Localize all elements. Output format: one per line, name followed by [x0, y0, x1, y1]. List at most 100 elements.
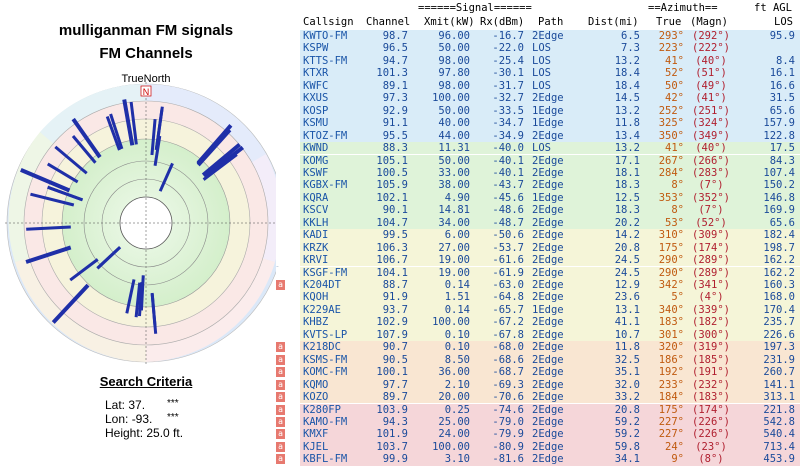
- table-row[interactable]: a K280FP 103.9 0.25 -74.6 2Edge 20.8 175° (174°)…: [276, 403, 800, 416]
- row-channel: 101.9: [376, 428, 408, 441]
- row-azimuth-magn: (324°): [692, 117, 730, 130]
- row-rx: -70.6: [492, 391, 524, 404]
- row-tag[interactable]: a: [276, 379, 285, 390]
- left-panel: mulliganman FM signals FM Channels TrueN…: [0, 0, 292, 447]
- table-row[interactable]: KSGF-FM 104.1 19.00 -61.9 2Edge 24.5 290° (289°…: [276, 266, 800, 279]
- table-row[interactable]: KQRA 102.1 4.90 -45.6 1Edge 12.5 353° (352°) 146…: [276, 191, 800, 205]
- table-row[interactable]: a KAMO-FM 94.3 25.00 -79.0 2Edge 59.2 227° (226°…: [276, 415, 800, 429]
- row-los: 8.4: [776, 54, 795, 67]
- table-row[interactable]: KRZK 106.3 27.00 -53.7 2Edge 20.8 175° (174°) 19…: [276, 241, 800, 255]
- table-row[interactable]: K229AE 93.7 0.14 -65.7 1Edge 13.1 340° (339°) 17…: [276, 303, 800, 317]
- table-row[interactable]: KTXR 101.3 97.80 -30.1 LOS 18.4 52° (51°) 16.1: [276, 67, 800, 80]
- row-channel: 100.1: [376, 366, 408, 379]
- row-callsign: KXUS: [303, 92, 329, 105]
- table-row[interactable]: KWND 88.3 11.31 -40.0 LOS 13.2 41° (40°) 17.5: [276, 142, 800, 155]
- table-row[interactable]: KRVI 106.7 19.00 -61.6 2Edge 24.5 290° (289°) 16…: [276, 254, 800, 267]
- table-row[interactable]: a KSMS-FM 90.5 8.50 -68.6 2Edge 32.5 186° (185°)…: [276, 353, 800, 367]
- row-los: 540.4: [763, 428, 795, 441]
- row-callsign: KKLH: [303, 216, 329, 229]
- table-row[interactable]: KWFC 89.1 98.00 -31.7 LOS 18.4 50° (49°) 16.6: [276, 79, 800, 93]
- table-row[interactable]: KADI 99.5 6.00 -50.6 2Edge 14.2 310° (309°) 182.…: [276, 229, 800, 242]
- row-tag[interactable]: a: [276, 429, 285, 440]
- table-row[interactable]: KKLH 104.7 34.00 -48.7 2Edge 20.2 53° (52°) 65.6: [276, 216, 800, 230]
- row-channel: 97.3: [382, 92, 408, 105]
- row-callsign: KRZK: [303, 241, 329, 254]
- table-row[interactable]: KVTS-LP 107.9 0.10 -67.8 2Edge 10.7 301° (300°)…: [276, 328, 800, 342]
- row-tag[interactable]: a: [276, 454, 285, 465]
- row-tag[interactable]: a: [276, 342, 285, 353]
- row-azimuth-magn: (292°): [692, 30, 730, 42]
- row-los: 182.4: [763, 229, 795, 242]
- row-rx: -50.6: [492, 229, 524, 242]
- signal-table: ======Signal====== ==Azimuth== ft AGL Ca…: [276, 0, 800, 466]
- row-los: 16.6: [769, 79, 795, 92]
- row-channel: 94.3: [382, 415, 408, 428]
- row-tag[interactable]: a: [276, 416, 285, 427]
- row-azimuth-magn: (341°): [692, 279, 730, 291]
- row-los: 168.0: [763, 291, 795, 304]
- table-row[interactable]: a KOZO 89.7 20.00 -70.6 2Edge 33.2 184° (183°) 31…: [276, 391, 800, 404]
- table-row[interactable]: KHBZ 102.9 100.00 -67.2 2Edge 41.1 183° (182°) 2…: [276, 316, 800, 329]
- row-los: 141.1: [763, 378, 795, 391]
- row-azimuth-magn: (49°): [695, 79, 727, 92]
- row-azimuth-true: 233°: [658, 378, 684, 391]
- row-channel: 90.5: [382, 353, 408, 366]
- table-row[interactable]: a KOMC-FM 100.1 36.00 -68.7 2Edge 35.1 192° (191…: [276, 366, 800, 379]
- table-row[interactable]: KGBX-FM 105.9 38.00 -43.7 2Edge 18.3 8° (7°) 150…: [276, 179, 800, 192]
- table-row[interactable]: a KJEL 103.7 100.00 -80.9 2Edge 59.8 24° (23°) 71…: [276, 440, 800, 454]
- row-tag[interactable]: a: [276, 367, 285, 378]
- row-los: 150.2: [763, 179, 795, 192]
- row-path: 2Edge: [532, 154, 564, 167]
- table-row[interactable]: a KQMO 97.7 2.10 -69.3 2Edge 32.0 233° (232°) 141…: [276, 378, 800, 391]
- row-path: 2Edge: [532, 291, 564, 304]
- row-callsign: KOZO: [303, 391, 329, 404]
- row-dist: 34.1: [614, 453, 640, 466]
- row-xmit: 40.00: [438, 117, 470, 130]
- row-los: 169.9: [763, 204, 795, 217]
- header-los: LOS: [774, 16, 793, 28]
- table-row[interactable]: KWTO-FM 98.7 96.00 -16.7 2Edge 6.5 293° (292°) 9…: [276, 30, 800, 43]
- table-row[interactable]: a K204DT 88.7 0.14 -63.0 2Edge 12.9 342° (341°) 1…: [276, 279, 800, 292]
- row-tag[interactable]: a: [276, 280, 285, 290]
- table-row[interactable]: KOSP 92.9 50.00 -33.5 1Edge 13.2 252° (251°) 65.…: [276, 104, 800, 118]
- row-rx: -40.1: [492, 166, 524, 179]
- table-row[interactable]: KTOZ-FM 95.5 44.00 -34.9 2Edge 13.4 350° (349°)…: [276, 129, 800, 142]
- row-rx: -43.7: [492, 179, 524, 192]
- table-row[interactable]: KSCV 90.1 14.81 -48.6 2Edge 18.3 8° (7°) 169.9: [276, 204, 800, 217]
- row-azimuth-true: 301°: [658, 328, 684, 341]
- row-path: LOS: [532, 67, 551, 80]
- row-rx: -40.1: [492, 154, 524, 167]
- row-azimuth-magn: (309°): [692, 229, 730, 242]
- page-title: mulliganman FM signals: [58, 22, 234, 39]
- table-row[interactable]: a K218DC 90.7 0.10 -68.0 2Edge 11.8 320° (319°) 1…: [276, 341, 800, 354]
- table-row[interactable]: a KBFL-FM 99.9 3.10 -81.6 2Edge 34.1 9° (8°) 453.…: [276, 453, 800, 466]
- row-los: 713.4: [763, 440, 795, 453]
- row-path: 2Edge: [532, 428, 564, 441]
- row-azimuth-true: 293°: [658, 30, 684, 42]
- row-channel: 93.7: [382, 303, 408, 316]
- table-row[interactable]: KSPW 96.5 50.00 -22.0 LOS 7.3 223° (222°): [276, 42, 800, 55]
- row-path: 2Edge: [532, 316, 564, 329]
- row-channel: 105.1: [376, 154, 408, 167]
- row-rx: -25.4: [492, 54, 524, 67]
- table-row[interactable]: KTTS-FM 94.7 98.00 -25.4 LOS 13.2 41° (40°) 8.4: [276, 54, 800, 68]
- row-tag[interactable]: a: [276, 392, 285, 403]
- row-tag[interactable]: a: [276, 354, 285, 365]
- row-los: 146.8: [763, 191, 795, 204]
- row-rx: -61.6: [492, 254, 524, 267]
- table-row[interactable]: KSWF 100.5 33.00 -40.1 2Edge 18.1 284° (283°) 10…: [276, 166, 800, 180]
- row-channel: 95.5: [382, 129, 408, 142]
- table-row[interactable]: KXUS 97.3 100.00 -32.7 2Edge 14.5 42° (41°) 31.5: [276, 92, 800, 105]
- table-row[interactable]: a KMXF 101.9 24.00 -79.9 2Edge 59.2 227° (226°) 5…: [276, 428, 800, 441]
- table-row[interactable]: KSMU 91.1 40.00 -34.7 1Edge 11.8 325° (324°) 157…: [276, 117, 800, 130]
- row-dist: 17.1: [614, 154, 640, 167]
- row-azimuth-magn: (185°): [692, 353, 730, 366]
- row-callsign: KQRA: [303, 191, 329, 204]
- header-magn: (Magn): [690, 16, 728, 28]
- row-tag[interactable]: a: [276, 404, 285, 415]
- row-path: 1Edge: [532, 104, 564, 117]
- signal-bar: [122, 99, 135, 146]
- table-row[interactable]: KOMG 105.1 50.00 -40.1 2Edge 17.1 267° (266°) 84…: [276, 154, 800, 167]
- table-row[interactable]: KQOH 91.9 1.51 -64.8 2Edge 23.6 5° (4°) 168.0: [276, 291, 800, 304]
- row-xmit: 4.90: [444, 191, 470, 204]
